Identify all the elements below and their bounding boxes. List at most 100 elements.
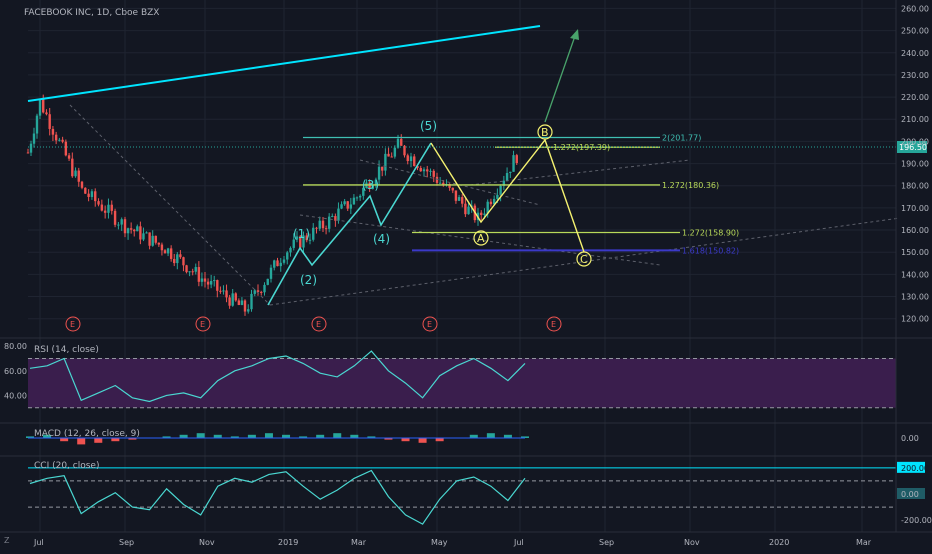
candle-body [136, 226, 139, 232]
candle-body [58, 139, 61, 141]
candle-body [426, 169, 429, 172]
macd-histogram-bar [162, 436, 171, 438]
candle-body [340, 204, 343, 209]
candle-body [442, 182, 445, 186]
macd-histogram-bar [350, 434, 359, 438]
macd-histogram-bar [213, 434, 222, 438]
rsi-tick: 40.00 [4, 391, 27, 400]
candle-body [185, 265, 188, 273]
candle-body [94, 191, 97, 202]
time-tick: Jul [33, 538, 44, 547]
candle-body [448, 183, 451, 188]
candle-body [123, 219, 127, 234]
candle-body [84, 187, 87, 194]
candle-body [492, 198, 496, 205]
time-tick: Nov [199, 538, 215, 547]
earnings-marker-icon[interactable] [195, 316, 211, 332]
macd-histogram-bar [247, 434, 256, 438]
candle-body [292, 239, 295, 248]
earnings-marker-icon[interactable] [311, 316, 327, 332]
cci-tick: 0.00 [901, 490, 919, 499]
time-tick: Mar [856, 538, 872, 547]
candle-body [374, 179, 378, 185]
candle-body [454, 190, 458, 201]
candle-body [451, 187, 454, 191]
abc-correction-path [430, 138, 585, 253]
candle-body [120, 219, 123, 225]
candle-body [464, 203, 467, 215]
cci-line [29, 469, 526, 525]
time-axis: Jul Sep Nov 2019 Mar May Jul Sep Nov 2020 Mar [33, 538, 872, 547]
candle-body [26, 152, 30, 154]
price-axis: 120.00 130.00 140.00 150.00 160.00 170.00 180.… [901, 4, 929, 323]
price-tick: 130.00 [901, 293, 929, 302]
candle-body [457, 197, 461, 201]
elliott-label: (3) [362, 178, 379, 192]
candle-body [467, 206, 470, 215]
time-tick: 2019 [278, 538, 298, 547]
candle-body [355, 197, 359, 199]
candle-body [234, 293, 237, 301]
indicator-panes: 40.00 60.00 80.00 0.00 200.00 0.00 -200.00 [4, 342, 932, 525]
earnings-marker-icon[interactable] [65, 316, 81, 332]
price-tick: 120.00 [901, 315, 929, 324]
candle-body [435, 176, 439, 183]
time-tick: Jul [513, 538, 524, 547]
candle-body [133, 229, 136, 232]
candle-body [286, 252, 289, 260]
candle-body [80, 181, 84, 188]
candle-body [237, 300, 241, 305]
candle-body [312, 227, 315, 240]
candle-body [499, 185, 502, 195]
zoom-z-icon[interactable]: Z [4, 536, 10, 545]
candle-body [438, 182, 442, 184]
time-tick: 2020 [769, 538, 789, 547]
candle-body [42, 99, 45, 113]
candle-body [362, 187, 365, 196]
candle-body [505, 173, 509, 181]
earnings-marker-icon[interactable] [546, 316, 562, 332]
price-tick: 180.00 [901, 182, 929, 191]
macd-histogram-bar [333, 433, 342, 438]
candle-body [219, 290, 222, 292]
candle-body [166, 248, 170, 254]
price-tick: 230.00 [901, 71, 929, 80]
candle-body [87, 193, 90, 197]
candle-body [100, 204, 104, 211]
candle-body [113, 210, 117, 225]
candle-body [422, 169, 426, 172]
candle-body [61, 139, 64, 142]
macd-histogram-bar [401, 438, 410, 442]
candle-body [77, 170, 80, 182]
candle-body [321, 220, 325, 229]
candle-body [169, 248, 173, 259]
candle-body [486, 201, 489, 214]
price-tick: 150.00 [901, 248, 929, 257]
candle-body [32, 133, 36, 144]
candle-body [269, 267, 273, 279]
earnings-marker-icon[interactable] [422, 316, 438, 332]
time-tick: Sep [119, 538, 134, 547]
candle-body [263, 284, 266, 293]
macd-histogram-bar [43, 434, 52, 438]
candle-body [225, 290, 228, 298]
macd-histogram-bar [77, 438, 86, 445]
candle-body [390, 156, 393, 158]
candle-body [154, 235, 157, 243]
earnings-marker-label: E [551, 320, 556, 329]
rsi-band [28, 358, 896, 408]
candle-body [228, 297, 231, 306]
candle-body [29, 143, 33, 153]
macd-histogram-bar [26, 436, 34, 438]
earnings-marker-label: E [316, 320, 321, 329]
time-tick: Nov [684, 538, 700, 547]
candle-body [107, 204, 110, 213]
macd-histogram-bar [521, 436, 529, 438]
candle-body [308, 239, 312, 241]
candle-body [349, 204, 353, 209]
candle-body [276, 260, 279, 267]
candle-body [54, 134, 58, 141]
candle-body [203, 278, 207, 282]
